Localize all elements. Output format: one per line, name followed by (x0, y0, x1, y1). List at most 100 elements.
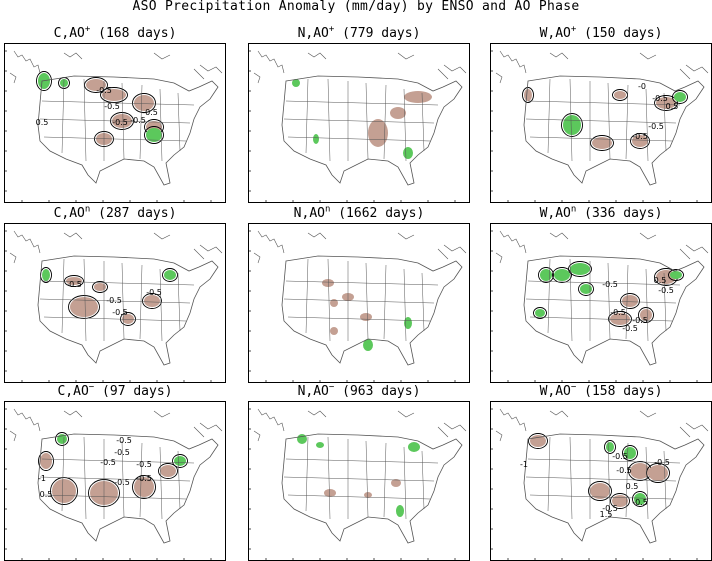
dry-anomaly-patch (622, 295, 638, 307)
contour-line (132, 93, 156, 113)
panel-title: C,AO+ (168 days) (4, 25, 226, 41)
ao-sign-label: + (570, 24, 577, 35)
coastline (253, 230, 467, 264)
contour-label: 1.5 (600, 510, 613, 519)
contour-label: -0.5 (112, 308, 128, 317)
enso-phase-label: W,AO (539, 26, 571, 41)
dry-anomaly-patch (94, 283, 106, 291)
enso-phase-label: C,AO (53, 26, 85, 41)
contour-line (620, 293, 640, 309)
enso-phase-label: C,AO (53, 206, 85, 221)
dry-anomaly-patch (86, 79, 106, 91)
panel-title: W,AO+ (150 days) (490, 24, 712, 41)
contour-label: -1 (38, 474, 46, 483)
map-panel: W,AOn (336 days) -0.5 0.5 -0.5 -0.5 -0.5 -0.5 (490, 205, 712, 383)
dry-anomaly-patch (134, 95, 154, 111)
dry-anomaly-patch (640, 309, 652, 321)
contour-label: 0.5 (36, 118, 49, 127)
ao-sign-label: n (84, 204, 91, 215)
panel-title: W,AOn (336 days) (490, 204, 712, 221)
map-svg: -0.5 0.5-0.5-0.5-0.5-0.5 (490, 223, 712, 383)
panel-title: N,AO− (963 days) (248, 382, 470, 399)
wet-anomaly-patch (316, 442, 324, 448)
contour-line (92, 281, 108, 293)
contour-line (610, 493, 630, 509)
contour-label: 0.5 (666, 102, 679, 111)
map-panel: C,AO+ (168 days) -0.5 -0.5 -0.5 -0.5 0.5 -0.5 (4, 25, 226, 203)
dry-anomaly-patch (40, 453, 52, 469)
coastline (9, 50, 223, 84)
coastline (253, 408, 467, 442)
dry-anomaly-patch (330, 299, 338, 307)
contour-label: 0.5 (626, 482, 639, 491)
wet-anomaly-patch (396, 505, 404, 517)
page-title: ASO Precipitation Anomaly (mm/day) by EN… (132, 0, 580, 14)
days-label: (1662 days) (330, 206, 425, 221)
us-outline (523, 433, 705, 544)
coastline (495, 50, 709, 84)
contour-line (568, 261, 592, 277)
contour-line (604, 440, 616, 454)
contour-label: -0.5 (136, 460, 152, 469)
map-frame (248, 43, 470, 203)
contour-label: -0.5 (114, 448, 130, 457)
contour-label: -0.5 (616, 466, 632, 475)
contour-line (552, 267, 572, 283)
state-borders (525, 78, 681, 162)
wet-anomaly-patch (363, 339, 373, 351)
wet-anomaly-patch (674, 92, 686, 102)
contour-label: -0.5 (96, 86, 112, 95)
state-borders (39, 436, 195, 520)
dry-anomaly-patch (102, 89, 126, 101)
contour-label: -0.5 (602, 280, 618, 289)
dry-anomaly-patch (160, 465, 176, 477)
us-outline (37, 433, 219, 544)
dry-anomaly-patch (70, 297, 98, 317)
contour-label: -0.5 (652, 94, 668, 103)
contour-label: -0.5 (632, 316, 648, 325)
dry-anomaly-patch (632, 135, 648, 147)
map-panel: N,AOn (1662 days) (248, 205, 470, 383)
contour-label: -0.5 (100, 458, 116, 467)
map-svg: -0.5-1-0.50.5-0.5-0.51.5-0.5 (490, 401, 712, 561)
map-svg (248, 223, 470, 383)
map-svg: -0.5-0.5-0.5 -0.5-0.5-10.5-0.5 (4, 401, 226, 561)
contour-label: -0.5 (622, 324, 638, 333)
contour-line (100, 87, 128, 103)
contour-label: -0.5 (658, 286, 674, 295)
enso-phase-label: W,AO (539, 206, 571, 221)
state-borders (283, 258, 439, 342)
contour-label: -0.5 (146, 288, 162, 297)
wet-anomaly-patch (297, 434, 307, 444)
contour-line (590, 135, 614, 151)
wet-anomaly-patch (540, 269, 552, 281)
contour-label: -0.5 (114, 478, 130, 487)
contour-label: -0.5 (632, 132, 648, 141)
contour-line (36, 71, 52, 91)
dry-anomaly-patch (66, 277, 82, 285)
ao-sign-label: − (328, 382, 335, 393)
contour-line (172, 454, 188, 468)
enso-phase-label: N,AO (297, 384, 329, 399)
days-label: (779 days) (334, 26, 421, 41)
contour-line (132, 475, 156, 499)
contour-line (533, 307, 547, 319)
contour-label: -0.5 (612, 452, 628, 461)
contour-label: -0 (638, 82, 646, 91)
contour-line (668, 269, 684, 281)
dry-anomaly-patch (324, 489, 336, 497)
contour-label: -0.5 (104, 102, 120, 111)
state-borders (39, 258, 195, 342)
ao-sign-label: n (570, 204, 577, 215)
contour-line (638, 307, 654, 323)
map-panel: C,AOn (287 days) -0.5 -0.5 -0.5 -0.5 (4, 205, 226, 383)
dry-anomaly-patch (590, 483, 610, 499)
dry-anomaly-patch (524, 89, 532, 101)
enso-phase-label: W,AO (539, 384, 571, 399)
enso-phase-label: N,AO (293, 206, 325, 221)
map-panel: W,AO+ (150 days) -0 -0.5 0.5 -0.5 -0.5 (490, 25, 712, 203)
wet-anomaly-patch (408, 442, 420, 452)
map-panel: N,AO+ (779 days) (248, 25, 470, 203)
dry-anomaly-patch (144, 295, 160, 307)
dry-anomaly-patch (122, 314, 134, 324)
